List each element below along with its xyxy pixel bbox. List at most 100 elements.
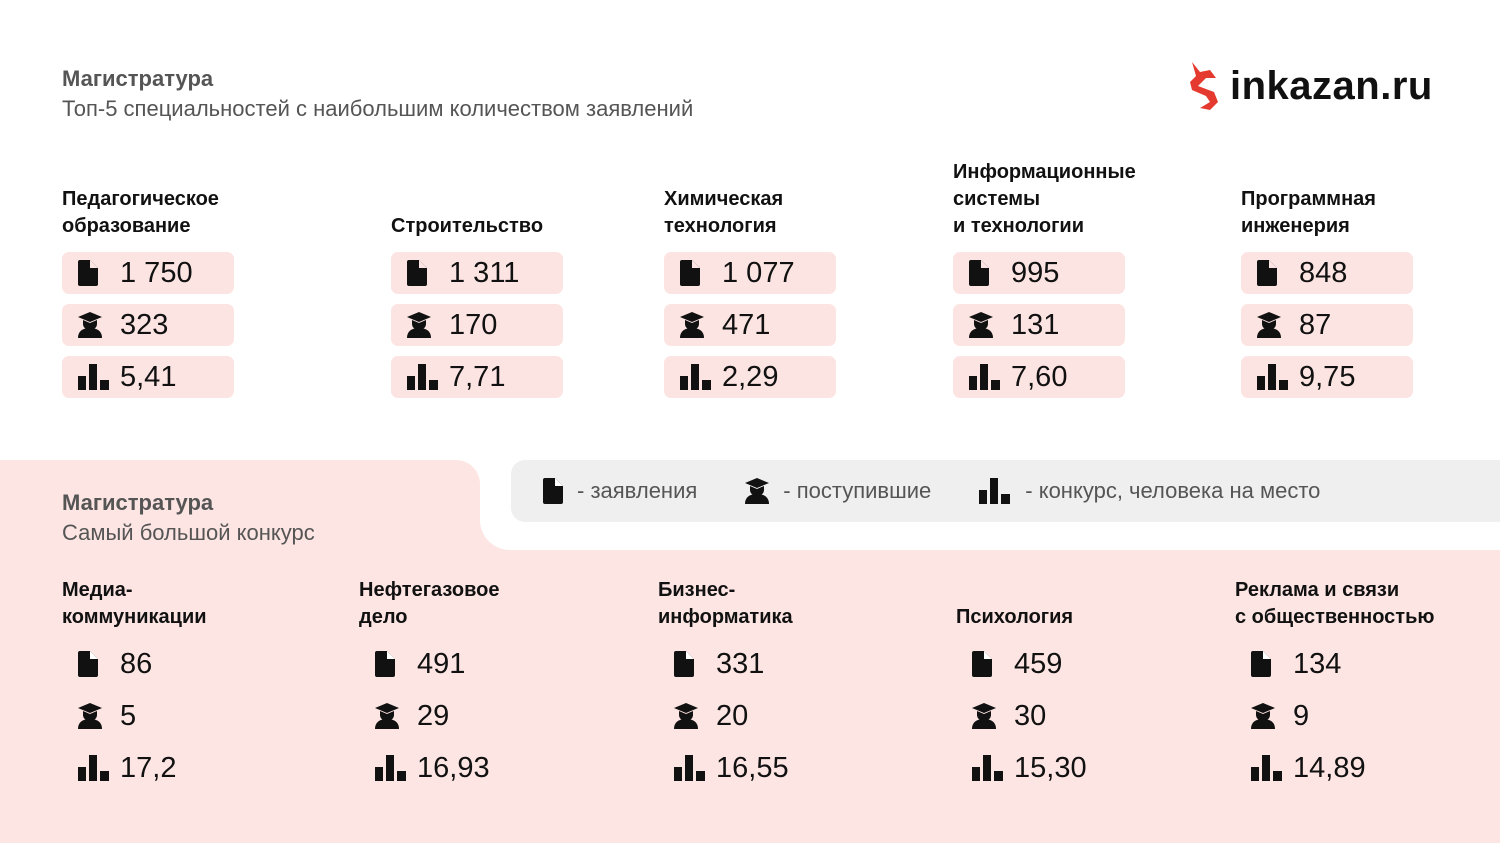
competition-box: 16,55 <box>658 747 830 789</box>
bar-chart-icon <box>1251 755 1285 781</box>
bar-chart-icon <box>407 364 441 390</box>
enrolled-box: 323 <box>62 304 234 346</box>
specialty-name: Медиа- коммуникации <box>62 579 207 628</box>
applications-box: 331 <box>658 643 830 685</box>
graduate-icon <box>78 312 112 338</box>
specialty-name: Нефтегазовое дело <box>359 579 500 628</box>
applications-value: 134 <box>1293 647 1342 680</box>
competition-box: 17,2 <box>62 747 234 789</box>
enrolled-value: 29 <box>417 699 450 732</box>
graduate-icon <box>674 703 708 729</box>
specialty-card: Психология 459 30 15,30 <box>956 551 1186 799</box>
graduate-icon <box>745 478 770 504</box>
competition-box: 9,75 <box>1241 356 1413 398</box>
document-icon <box>680 260 714 286</box>
legend-applications: - заявления <box>543 478 697 504</box>
specialty-card: Реклама и связи с общественностью 134 9 … <box>1235 551 1465 799</box>
specialty-name: Реклама и связи с общественностью <box>1235 579 1435 628</box>
specialty-card: Нефтегазовое дело 491 29 16,93 <box>359 551 589 799</box>
competition-value: 5,41 <box>120 360 177 393</box>
enrolled-value: 30 <box>1014 699 1047 732</box>
legend-competition: - конкурс, человека на место <box>979 478 1320 504</box>
enrolled-value: 131 <box>1011 308 1060 341</box>
legend-enrolled: - поступившие <box>745 478 931 504</box>
enrolled-value: 20 <box>716 699 749 732</box>
specialty-card: Педагогическое образование 1 750 323 5,4… <box>62 160 292 408</box>
specialty-name: Химическая технология <box>664 188 784 237</box>
competition-value: 2,29 <box>722 360 779 393</box>
applications-value: 1 311 <box>449 256 520 289</box>
specialty-name: Психология <box>956 606 1074 628</box>
legend-label: - заявления <box>577 478 698 503</box>
applications-value: 995 <box>1011 256 1060 289</box>
applications-box: 995 <box>953 252 1125 294</box>
bar-chart-icon <box>1257 364 1291 390</box>
applications-box: 1 311 <box>391 252 563 294</box>
legend-label: - поступившие <box>783 478 932 503</box>
bar-chart-icon <box>78 755 112 781</box>
specialty-card: Медиа- коммуникации 86 5 17,2 <box>62 551 292 799</box>
applications-value: 459 <box>1014 647 1063 680</box>
graduate-icon <box>407 312 441 338</box>
competition-value: 15,30 <box>1014 751 1087 784</box>
specialty-name: Педагогическое образование <box>62 188 219 237</box>
competition-value: 9,75 <box>1299 360 1356 393</box>
enrolled-value: 471 <box>722 308 771 341</box>
logo-text: inkazan.ru <box>1230 63 1433 108</box>
page-subtitle: Топ-5 специальностей с наибольшим количе… <box>62 96 694 121</box>
competition-box: 5,41 <box>62 356 234 398</box>
applications-box: 848 <box>1241 252 1413 294</box>
corner-decoration <box>480 520 510 550</box>
legend: - заявления - поступившие - конкурс, чел… <box>511 460 1500 522</box>
graduate-icon <box>375 703 409 729</box>
logo: inkazan.ru <box>1186 60 1433 112</box>
enrolled-box: 87 <box>1241 304 1413 346</box>
competition-box: 14,89 <box>1235 747 1407 789</box>
enrolled-box: 471 <box>664 304 836 346</box>
enrolled-value: 5 <box>120 699 137 732</box>
graduate-icon <box>680 312 714 338</box>
document-icon <box>1257 260 1291 286</box>
document-icon <box>78 651 112 677</box>
competition-box: 7,60 <box>953 356 1125 398</box>
bar-chart-icon <box>375 755 409 781</box>
bar-chart-icon <box>969 364 1003 390</box>
applications-value: 491 <box>417 647 466 680</box>
applications-value: 86 <box>120 647 153 680</box>
enrolled-value: 323 <box>120 308 169 341</box>
graduate-icon <box>972 703 1006 729</box>
graduate-icon <box>1251 703 1285 729</box>
enrolled-box: 9 <box>1235 695 1407 737</box>
competition-box: 15,30 <box>956 747 1128 789</box>
applications-box: 1 077 <box>664 252 836 294</box>
applications-box: 134 <box>1235 643 1407 685</box>
applications-value: 1 077 <box>722 256 795 289</box>
applications-box: 459 <box>956 643 1128 685</box>
document-icon <box>375 651 409 677</box>
specialty-card: Бизнес- информатика 331 20 16,55 <box>658 551 888 799</box>
graduate-icon <box>78 703 112 729</box>
bar-chart-icon <box>78 364 112 390</box>
graduate-icon <box>969 312 1003 338</box>
competition-box: 16,93 <box>359 747 531 789</box>
competition-value: 16,55 <box>716 751 789 784</box>
enrolled-box: 20 <box>658 695 830 737</box>
bar-chart-icon <box>972 755 1006 781</box>
section-bg <box>0 550 1500 843</box>
document-icon <box>407 260 441 286</box>
document-icon <box>1251 651 1285 677</box>
enrolled-value: 9 <box>1293 699 1310 732</box>
specialty-name: Программная инженерия <box>1241 188 1376 237</box>
bar-chart-icon <box>979 478 1011 504</box>
document-icon <box>674 651 708 677</box>
applications-value: 848 <box>1299 256 1348 289</box>
enrolled-box: 131 <box>953 304 1125 346</box>
graduate-icon <box>1257 312 1291 338</box>
applications-value: 331 <box>716 647 765 680</box>
competition-value: 17,2 <box>120 751 177 784</box>
section-subtitle: Самый большой конкурс <box>62 520 315 545</box>
bar-chart-icon <box>674 755 708 781</box>
enrolled-box: 30 <box>956 695 1128 737</box>
document-icon <box>972 651 1006 677</box>
specialty-card: Информационные системы и технологии 995 … <box>953 160 1183 408</box>
